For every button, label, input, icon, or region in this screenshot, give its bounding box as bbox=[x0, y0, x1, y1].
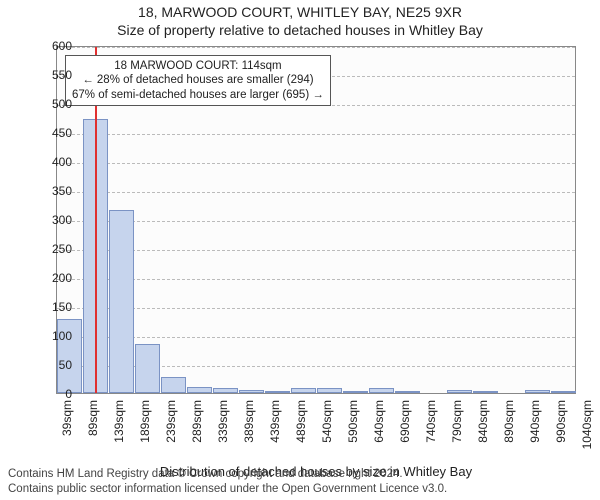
x-tick-label: 990sqm bbox=[554, 400, 568, 460]
gridline bbox=[57, 221, 575, 222]
x-tick-label: 489sqm bbox=[294, 400, 308, 460]
x-tick-label: 590sqm bbox=[346, 400, 360, 460]
gridline bbox=[57, 134, 575, 135]
x-tick-label: 139sqm bbox=[112, 400, 126, 460]
gridline bbox=[57, 47, 575, 48]
histogram-bar bbox=[109, 210, 134, 393]
x-tick-label: 640sqm bbox=[372, 400, 386, 460]
gridline bbox=[57, 337, 575, 338]
y-tick-label: 100 bbox=[32, 329, 72, 343]
x-tick-label: 790sqm bbox=[450, 400, 464, 460]
histogram-bar bbox=[551, 391, 576, 393]
gridline bbox=[57, 192, 575, 193]
info-line-1: 18 MARWOOD COURT: 114sqm bbox=[72, 59, 324, 73]
attribution-footer: Contains HM Land Registry data © Crown c… bbox=[8, 467, 447, 496]
page-title: 18, MARWOOD COURT, WHITLEY BAY, NE25 9XR bbox=[0, 4, 600, 20]
x-tick-label: 1040sqm bbox=[580, 400, 594, 460]
gridline bbox=[57, 163, 575, 164]
info-line-2: ← 28% of detached houses are smaller (29… bbox=[72, 73, 324, 87]
x-tick-label: 740sqm bbox=[424, 400, 438, 460]
x-tick-label: 189sqm bbox=[138, 400, 152, 460]
histogram-bar bbox=[369, 388, 394, 393]
y-tick-label: 450 bbox=[32, 126, 72, 140]
footer-line-2: Contains public sector information licen… bbox=[8, 482, 447, 496]
x-tick-label: 339sqm bbox=[216, 400, 230, 460]
x-tick-label: 39sqm bbox=[60, 400, 74, 460]
x-tick-label: 289sqm bbox=[190, 400, 204, 460]
x-tick-label: 389sqm bbox=[242, 400, 256, 460]
histogram-bar bbox=[291, 388, 316, 393]
gridline bbox=[57, 308, 575, 309]
x-tick-label: 940sqm bbox=[528, 400, 542, 460]
y-tick-label: 250 bbox=[32, 242, 72, 256]
histogram-bar bbox=[395, 391, 420, 393]
histogram-bar bbox=[135, 344, 160, 393]
y-tick-label: 150 bbox=[32, 300, 72, 314]
histogram-bar bbox=[447, 390, 472, 393]
chart-container: Number of detached properties 18 MARWOOD… bbox=[0, 40, 600, 440]
histogram-bar bbox=[525, 390, 550, 393]
info-line-3: 67% of semi-detached houses are larger (… bbox=[72, 88, 324, 102]
y-tick-label: 350 bbox=[32, 184, 72, 198]
y-tick-label: 200 bbox=[32, 271, 72, 285]
footer-line-1: Contains HM Land Registry data © Crown c… bbox=[8, 467, 447, 481]
histogram-bar bbox=[343, 391, 368, 393]
x-tick-label: 439sqm bbox=[268, 400, 282, 460]
y-tick-label: 400 bbox=[32, 155, 72, 169]
y-tick-label: 50 bbox=[32, 358, 72, 372]
x-tick-label: 690sqm bbox=[398, 400, 412, 460]
chart-subtitle: Size of property relative to detached ho… bbox=[0, 22, 600, 38]
y-tick-label: 600 bbox=[32, 39, 72, 53]
y-tick-label: 300 bbox=[32, 213, 72, 227]
histogram-bar bbox=[265, 391, 290, 393]
y-tick-label: 0 bbox=[32, 387, 72, 401]
y-tick-label: 500 bbox=[32, 97, 72, 111]
info-box: 18 MARWOOD COURT: 114sqm ← 28% of detach… bbox=[65, 55, 331, 106]
x-tick-label: 89sqm bbox=[86, 400, 100, 460]
x-tick-label: 840sqm bbox=[476, 400, 490, 460]
x-tick-label: 890sqm bbox=[502, 400, 516, 460]
histogram-bar bbox=[473, 391, 498, 393]
histogram-bar bbox=[161, 377, 186, 393]
x-tick-label: 239sqm bbox=[164, 400, 178, 460]
histogram-bar bbox=[187, 387, 212, 393]
y-tick-label: 550 bbox=[32, 68, 72, 82]
histogram-bar bbox=[213, 388, 238, 393]
gridline bbox=[57, 250, 575, 251]
x-tick-label: 540sqm bbox=[320, 400, 334, 460]
histogram-bar bbox=[317, 388, 342, 393]
gridline bbox=[57, 279, 575, 280]
histogram-bar bbox=[239, 390, 264, 393]
plot-area: 18 MARWOOD COURT: 114sqm ← 28% of detach… bbox=[56, 46, 576, 394]
